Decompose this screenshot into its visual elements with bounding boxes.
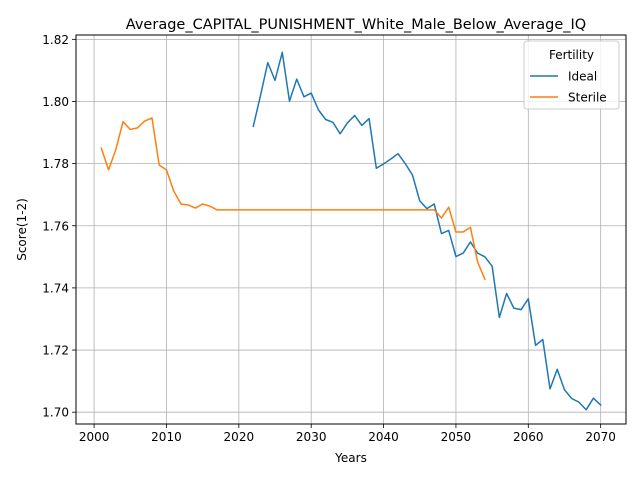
- y-tick-label: 1.76: [42, 219, 69, 233]
- x-tick-label: 2020: [224, 430, 255, 444]
- legend-box: [523, 40, 620, 110]
- series-line-sterile: [100, 117, 486, 281]
- legend-title: Fertility: [549, 48, 594, 62]
- y-tick-label: 1.74: [42, 281, 69, 295]
- x-tick-label: 2060: [513, 430, 544, 444]
- y-tick-label: 1.80: [42, 95, 69, 109]
- legend-label-ideal: Ideal: [568, 70, 597, 84]
- x-tick-label: 2000: [79, 430, 110, 444]
- x-tick-label: 2010: [151, 430, 182, 444]
- axis-ticks: 2000 2010 2020 2030 2040 2050 2060 2070 1.70 1.72…: [42, 33, 616, 444]
- legend: Fertility Ideal Sterile: [523, 40, 620, 110]
- y-axis-label: Score(1-2): [15, 198, 29, 261]
- x-tick-label: 2030: [296, 430, 327, 444]
- legend-label-sterile: Sterile: [568, 91, 607, 105]
- x-tick-label: 2040: [368, 430, 399, 444]
- y-tick-label: 1.82: [42, 33, 69, 47]
- y-tick-label: 1.78: [42, 157, 69, 171]
- x-tick-label: 2070: [585, 430, 616, 444]
- x-axis-label: Years: [334, 451, 367, 465]
- chart-title: Average_CAPITAL_PUNISHMENT_White_Male_Be…: [126, 17, 586, 33]
- y-tick-label: 1.70: [42, 406, 69, 420]
- series-lines: [100, 51, 602, 411]
- x-tick-label: 2050: [441, 430, 472, 444]
- y-tick-label: 1.72: [42, 344, 69, 358]
- plot-area-frame: [75, 34, 627, 425]
- series-line-ideal: [252, 51, 602, 411]
